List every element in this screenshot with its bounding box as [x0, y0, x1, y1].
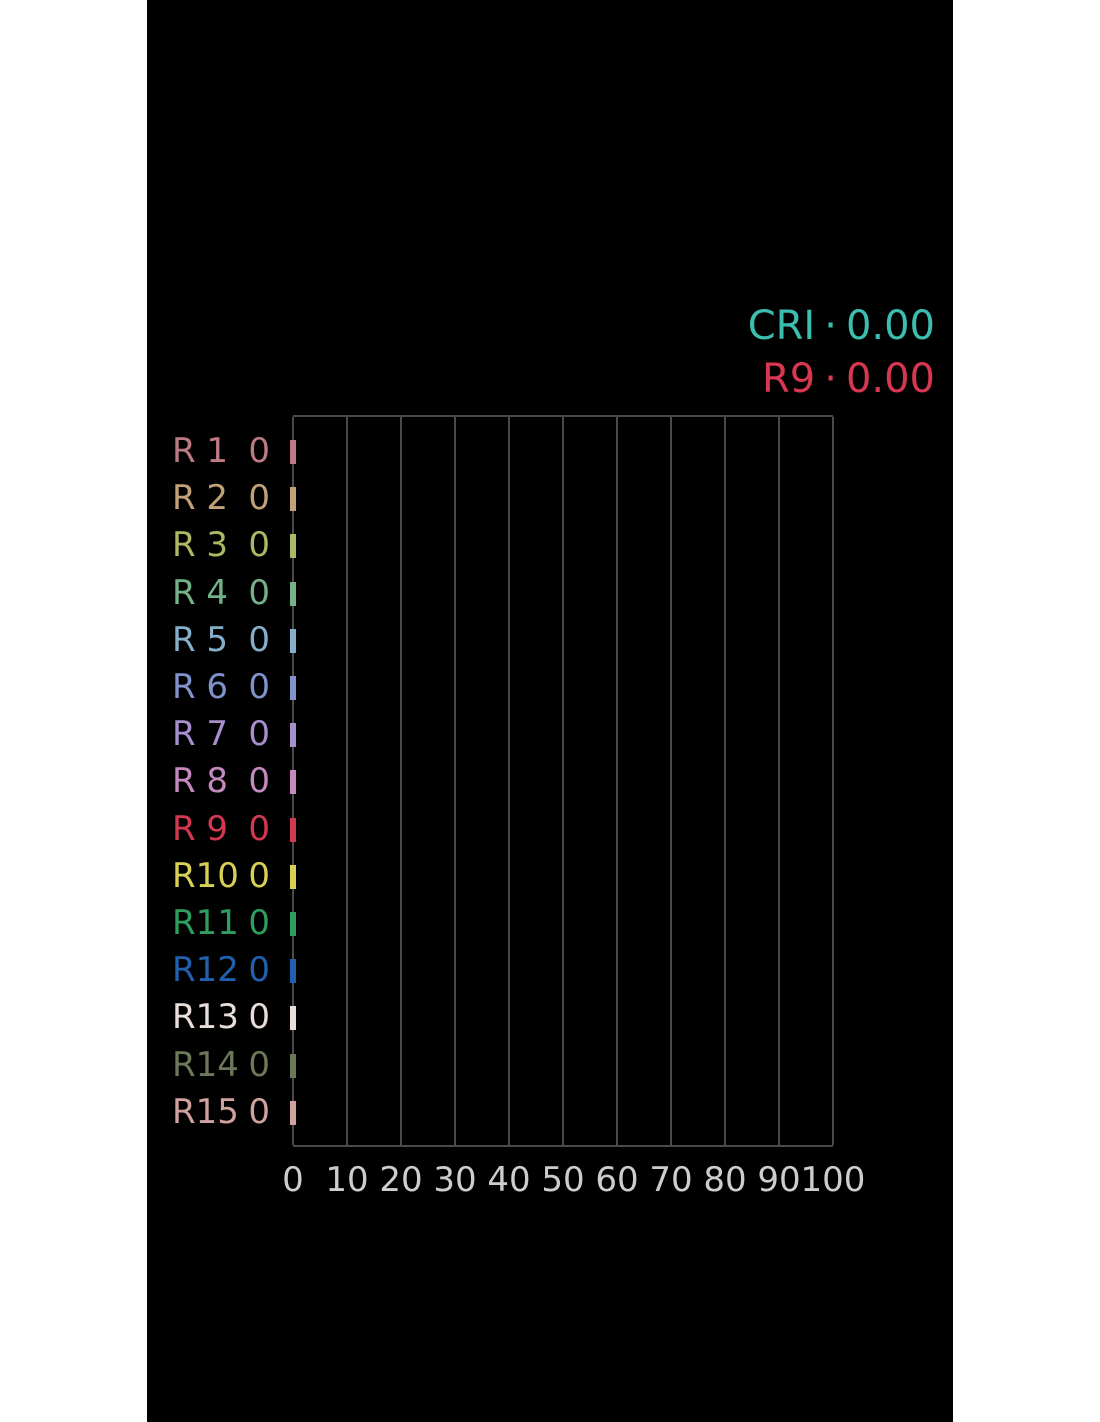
row-bar — [290, 723, 296, 748]
row-label: R 3 — [172, 525, 229, 566]
row-value: 0 — [248, 950, 270, 991]
cri-label: CRI — [747, 303, 816, 349]
row-value: 0 — [248, 478, 270, 519]
row-value: 0 — [248, 667, 270, 708]
chart-row: R 1 0 — [147, 429, 307, 475]
x-tick-label: 10 — [325, 1160, 369, 1200]
row-label: R 4 — [172, 572, 229, 613]
row-bar — [290, 676, 296, 700]
row-label: R 9 — [172, 808, 229, 849]
gridline — [508, 417, 510, 1145]
row-value: 0 — [248, 997, 270, 1038]
row-label: R 6 — [172, 667, 229, 708]
gridline — [562, 417, 564, 1145]
cri-readout: CRI · 0.00 — [748, 300, 935, 353]
row-value: 0 — [248, 572, 270, 613]
row-label: R13 — [172, 997, 239, 1038]
chart-row: R14 0 — [147, 1043, 307, 1089]
row-value: 0 — [248, 808, 270, 849]
x-tick-label: 100 — [800, 1160, 866, 1200]
row-label: R15 — [172, 1091, 239, 1132]
x-tick-label: 90 — [757, 1160, 801, 1200]
x-axis-tick-labels: 0 10 20 30 40 50 60 70 80 90 100 — [282, 1160, 865, 1206]
chart-row: R12 0 — [147, 948, 307, 994]
x-tick-label: 60 — [595, 1160, 639, 1200]
r9-value: 0.00 — [845, 356, 935, 402]
chart-row: R 5 0 — [147, 618, 307, 664]
gridline — [346, 417, 348, 1145]
row-bar — [290, 1006, 296, 1031]
chart-row: R11 0 — [147, 901, 307, 947]
cri-separator-dot: · — [824, 303, 837, 349]
row-bar — [290, 534, 296, 559]
x-tick-label: 40 — [487, 1160, 531, 1200]
row-value: 0 — [248, 761, 270, 802]
row-bar — [290, 864, 296, 889]
row-label: R 8 — [172, 761, 229, 802]
cri-value: 0.00 — [845, 303, 935, 349]
row-bar — [290, 628, 296, 653]
gridline — [616, 417, 618, 1145]
row-label: R14 — [172, 1044, 239, 1085]
row-value: 0 — [248, 1091, 270, 1132]
row-bar — [290, 440, 296, 464]
row-label: R 1 — [172, 431, 229, 472]
x-tick-label: 0 — [282, 1160, 304, 1200]
row-bar — [290, 1053, 296, 1078]
row-label: R 7 — [172, 714, 229, 755]
row-value: 0 — [248, 855, 270, 896]
row-label: R11 — [172, 903, 239, 944]
row-bar — [290, 581, 296, 606]
r9-separator-dot: · — [824, 356, 837, 402]
row-bar — [290, 959, 296, 984]
x-tick-label: 80 — [703, 1160, 747, 1200]
chart-row: R 7 0 — [147, 712, 307, 758]
chart-row: R13 0 — [147, 995, 307, 1041]
gridline — [832, 417, 834, 1145]
chart-row: R 3 0 — [147, 523, 307, 569]
row-label: R10 — [172, 855, 239, 896]
r9-readout: R9 · 0.00 — [748, 353, 935, 406]
gridline — [454, 417, 456, 1145]
row-label: R12 — [172, 950, 239, 991]
app-screen: CRI · 0.00 R9 · 0.00 R 1 0 R 2 0 R 3 0 R 4 0… — [147, 0, 953, 1422]
chart-row: R 9 0 — [147, 807, 307, 853]
gridline — [778, 417, 780, 1145]
row-bar — [290, 770, 296, 795]
x-tick-label: 20 — [379, 1160, 423, 1200]
summary-readouts: CRI · 0.00 R9 · 0.00 — [748, 300, 935, 406]
row-value: 0 — [248, 903, 270, 944]
gridline — [724, 417, 726, 1145]
row-bar — [290, 912, 296, 936]
row-bar — [290, 487, 296, 512]
row-bar — [290, 1100, 296, 1125]
x-tick-label: 70 — [649, 1160, 693, 1200]
gridline — [400, 417, 402, 1145]
row-value: 0 — [248, 714, 270, 755]
chart-row: R10 0 — [147, 854, 307, 900]
row-value: 0 — [248, 431, 270, 472]
chart-row: R 2 0 — [147, 476, 307, 522]
row-label: R 5 — [172, 619, 229, 660]
cri-bar-chart-plot-area — [292, 415, 834, 1147]
chart-row: R15 0 — [147, 1090, 307, 1136]
r9-label: R9 — [761, 356, 816, 402]
gridline — [670, 417, 672, 1145]
x-tick-label: 50 — [541, 1160, 585, 1200]
chart-row: R 8 0 — [147, 759, 307, 805]
row-value: 0 — [248, 619, 270, 660]
row-label: R 2 — [172, 478, 229, 519]
x-tick-label: 30 — [433, 1160, 477, 1200]
row-value: 0 — [248, 525, 270, 566]
row-bar — [290, 817, 296, 842]
chart-row: R 4 0 — [147, 571, 307, 617]
row-value: 0 — [248, 1044, 270, 1085]
chart-row: R 6 0 — [147, 665, 307, 711]
